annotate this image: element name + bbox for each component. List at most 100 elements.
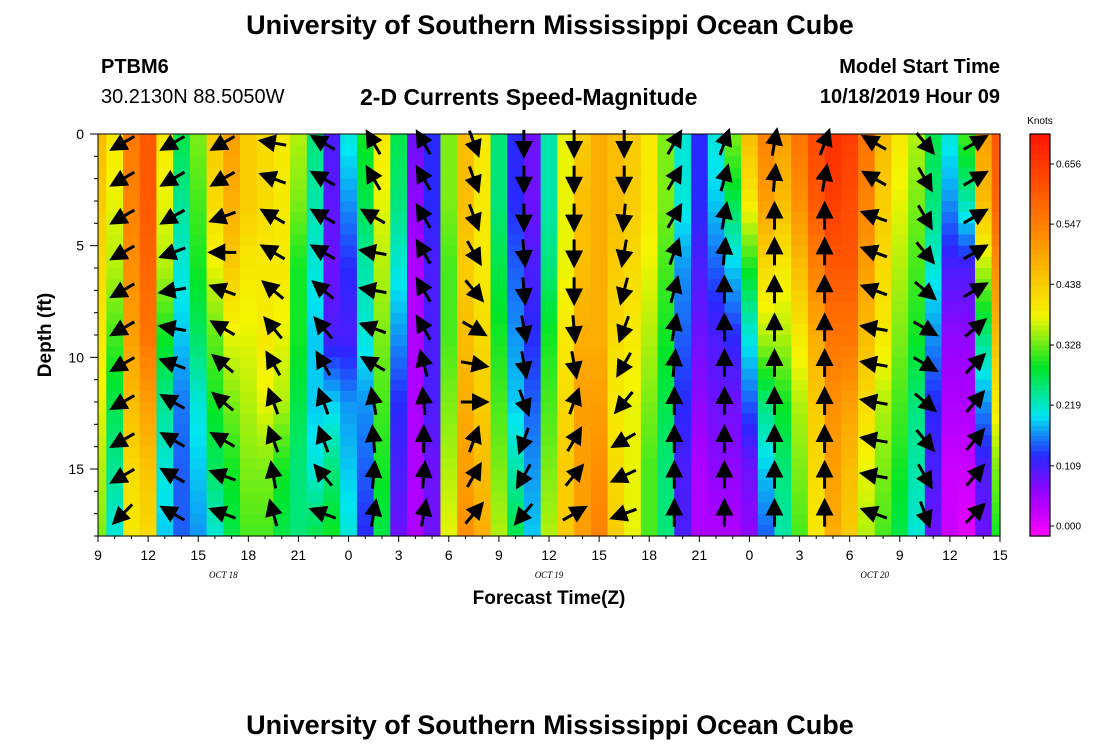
heatmap-cell xyxy=(173,312,191,325)
heatmap-cell xyxy=(189,312,208,325)
heatmap-cell xyxy=(807,256,826,269)
heatmap-cell xyxy=(841,134,859,146)
heatmap-cell xyxy=(206,234,224,247)
heatmap-cell xyxy=(707,435,725,448)
heatmap-cell xyxy=(523,446,542,459)
heatmap-cell xyxy=(774,513,792,526)
heatmap-cell xyxy=(858,513,876,526)
current-arrow xyxy=(111,503,134,526)
heatmap-cell xyxy=(774,368,792,381)
heatmap-cell xyxy=(223,524,241,537)
heatmap-cell xyxy=(674,390,692,403)
heatmap-cell xyxy=(306,491,325,504)
current-arrow xyxy=(414,459,433,489)
heatmap-cell xyxy=(273,457,291,470)
heatmap-cell xyxy=(106,301,124,314)
heatmap-cell xyxy=(189,413,208,425)
heatmap-cell xyxy=(239,145,258,157)
colorbar-segment xyxy=(1030,144,1050,150)
heatmap-cell xyxy=(707,335,725,347)
heatmap-cell xyxy=(457,346,475,358)
heatmap-cell xyxy=(724,301,742,314)
heatmap-cell xyxy=(173,234,191,247)
heatmap-cell xyxy=(540,346,558,358)
heatmap-cell xyxy=(724,335,742,347)
heatmap-cell xyxy=(223,390,241,403)
heatmap-cell xyxy=(841,167,859,180)
heatmap-cell xyxy=(540,178,558,191)
heatmap-cell xyxy=(557,502,575,515)
heatmap-cell xyxy=(657,524,675,537)
top-title: University of Southern Mississippi Ocean… xyxy=(246,10,854,40)
current-arrow xyxy=(364,497,383,527)
heatmap-cell xyxy=(206,201,224,213)
current-arrow xyxy=(359,208,386,226)
heatmap-cell xyxy=(306,368,325,381)
heatmap-cell xyxy=(390,212,408,224)
heatmap-cell xyxy=(991,390,1001,403)
heatmap-cell xyxy=(757,223,776,236)
heatmap-cell xyxy=(891,513,909,526)
heatmap-cell xyxy=(440,424,458,437)
heatmap-cell xyxy=(340,379,358,392)
colorbar-segment xyxy=(1030,189,1050,195)
colorbar-segment xyxy=(1030,380,1050,386)
heatmap-cell xyxy=(106,223,124,236)
heatmap-cell xyxy=(306,424,325,437)
colorbar-segment xyxy=(1030,324,1050,331)
heatmap-cell xyxy=(557,245,575,258)
heatmap-cell xyxy=(574,156,592,169)
heatmap-cell xyxy=(774,279,792,291)
heatmap-cell xyxy=(290,189,308,202)
heatmap-cell xyxy=(958,513,976,526)
heatmap-cell xyxy=(123,335,141,347)
heatmap-cell xyxy=(340,312,358,325)
heatmap-cell xyxy=(624,379,642,392)
heatmap-cell xyxy=(139,156,158,169)
colorbar-segment xyxy=(1030,154,1050,160)
heatmap-cell xyxy=(490,513,508,526)
heatmap-cell xyxy=(123,156,141,169)
heatmap-cell xyxy=(407,469,425,481)
heatmap-cell xyxy=(574,312,592,325)
heatmap-cell xyxy=(607,368,625,381)
heatmap-cell xyxy=(690,513,709,526)
heatmap-cell xyxy=(924,524,943,537)
heatmap-cell xyxy=(540,368,558,381)
heatmap-cell xyxy=(173,189,191,202)
heatmap-cell xyxy=(423,189,442,202)
heatmap-cell xyxy=(924,212,943,224)
heatmap-cell xyxy=(423,390,442,403)
current-arrow xyxy=(916,463,933,490)
x-tick-label: 15 xyxy=(591,547,607,563)
heatmap-cell xyxy=(924,268,943,280)
heatmap-cell xyxy=(874,357,893,370)
colorbar-segment xyxy=(1030,304,1050,311)
heatmap-cell xyxy=(724,312,742,325)
heatmap-cell xyxy=(98,457,107,470)
heatmap-cell xyxy=(674,279,692,291)
heatmap-cell xyxy=(390,312,408,325)
heatmap-cell xyxy=(874,245,893,258)
heatmap-cell xyxy=(991,513,1001,526)
current-arrow xyxy=(209,431,236,449)
heatmap-cell xyxy=(106,457,124,470)
colorbar-segment xyxy=(1030,184,1050,190)
heatmap-cell xyxy=(540,335,558,347)
heatmap-cell xyxy=(791,156,809,169)
heatmap-cell xyxy=(774,290,792,303)
current-arrow xyxy=(513,502,534,526)
heatmap-cell xyxy=(991,312,1001,325)
heatmap-cell xyxy=(156,156,174,169)
heatmap-cell xyxy=(707,524,725,537)
current-arrow xyxy=(415,129,433,155)
heatmap-cell xyxy=(991,256,1001,269)
heatmap-cell xyxy=(523,145,542,157)
current-arrow xyxy=(257,134,287,153)
current-arrow xyxy=(157,319,187,338)
heatmap-cell xyxy=(574,245,592,258)
heatmap-cell xyxy=(507,256,525,269)
heatmap-cell xyxy=(908,189,926,202)
heatmap-cell xyxy=(724,256,742,269)
heatmap-cell xyxy=(323,301,341,314)
